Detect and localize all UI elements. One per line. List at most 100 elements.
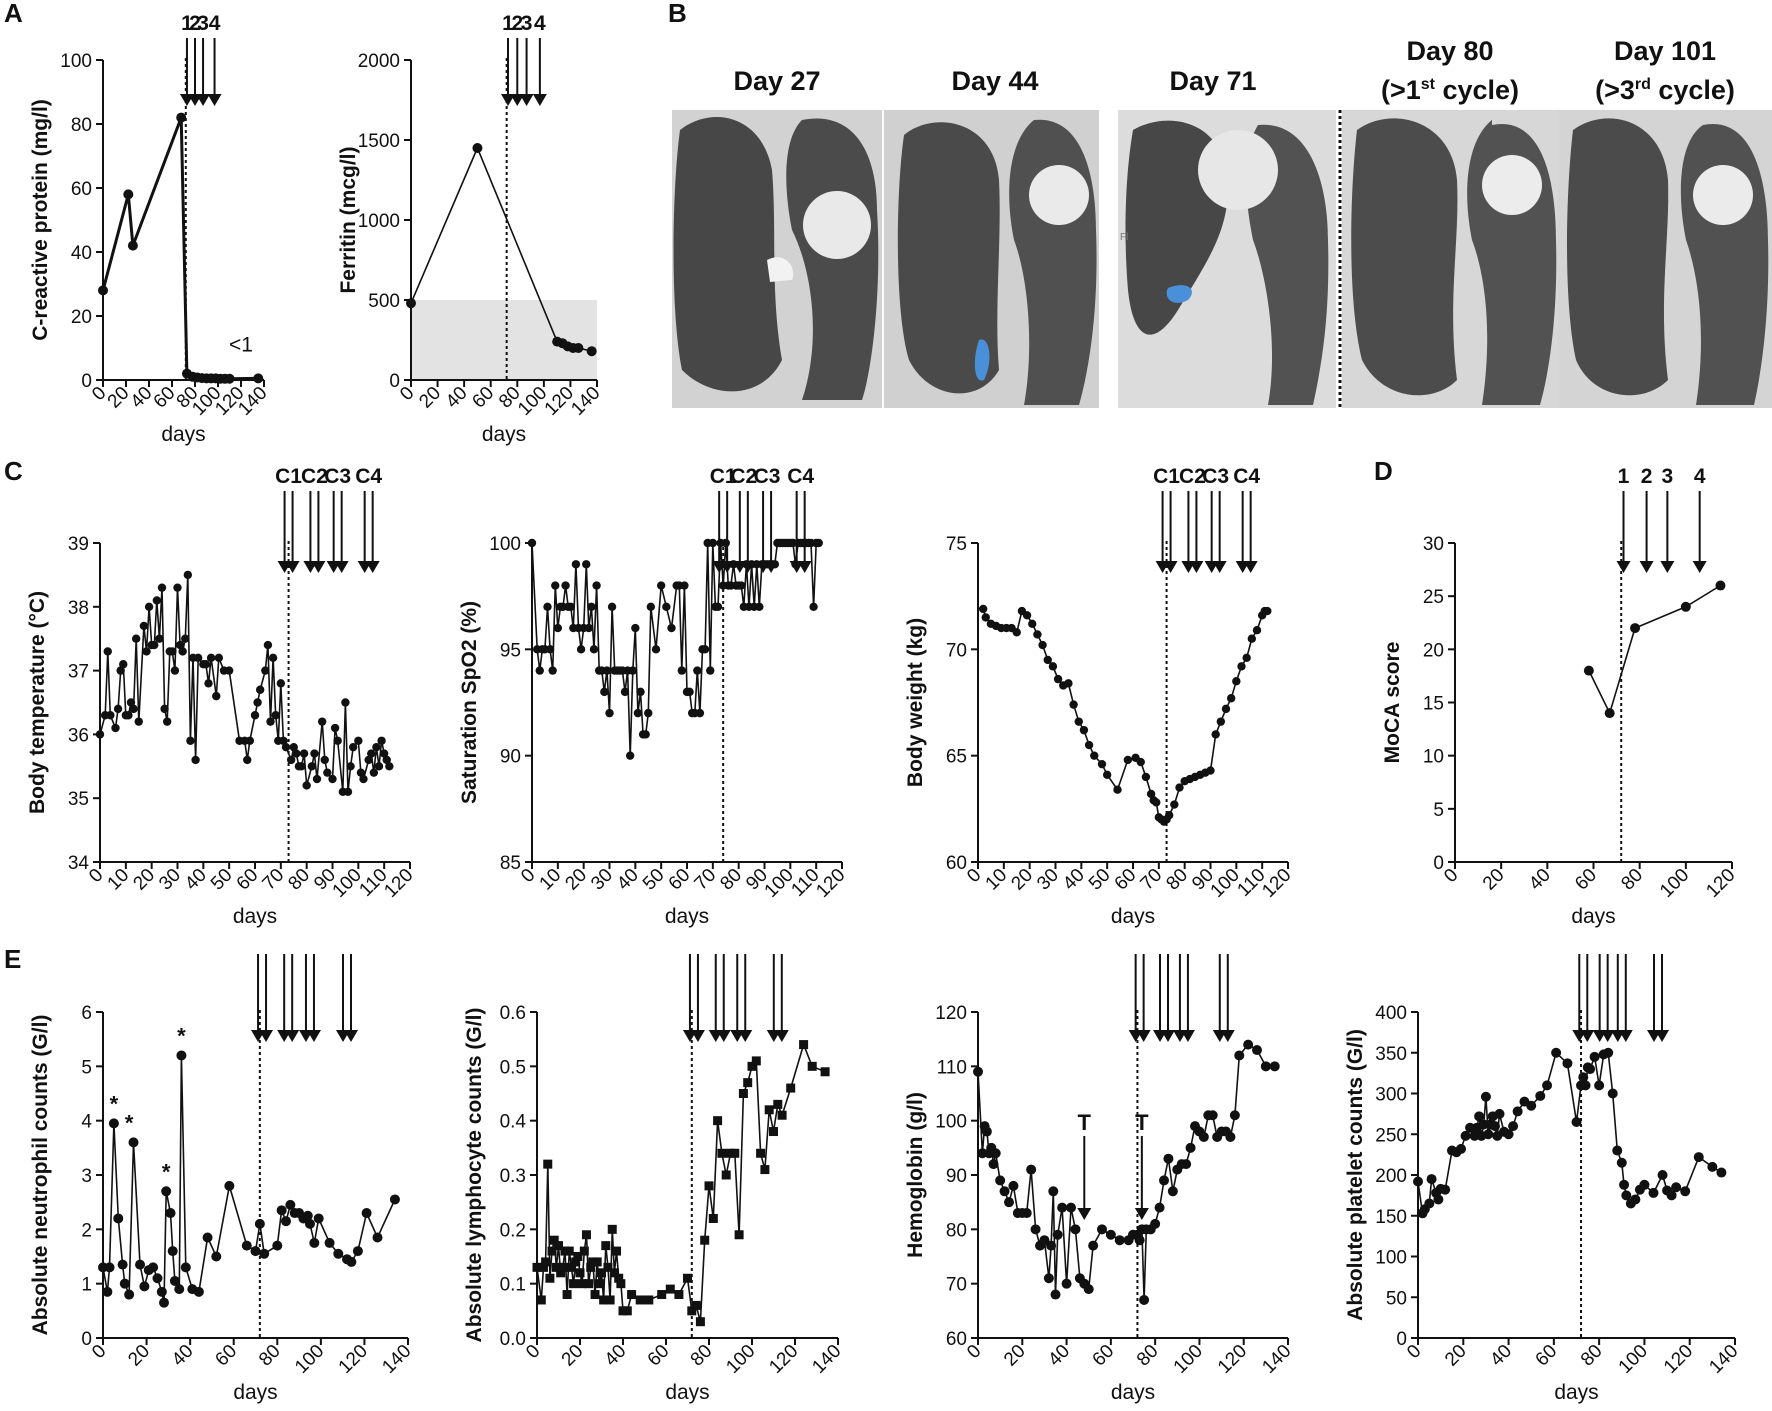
data-point (254, 1218, 265, 1229)
data-point (142, 647, 151, 656)
treatment-arrow-head (1163, 561, 1178, 573)
treatment-arrow-head (344, 1030, 358, 1042)
y-axis-label: Body temperature (°C) (26, 591, 49, 814)
data-point (564, 1246, 574, 1256)
data-point (587, 602, 596, 611)
x-tick-label: 0 (1403, 1341, 1425, 1363)
x-axis-label: days (482, 423, 526, 446)
treatment-arrow-head (690, 1030, 705, 1042)
data-point (644, 1295, 654, 1305)
data-point (1480, 1091, 1491, 1102)
data-point (1426, 1174, 1437, 1185)
data-point (1680, 601, 1691, 612)
data-point (131, 634, 141, 643)
data-point (1048, 1186, 1059, 1197)
data-point (333, 1248, 344, 1259)
x-tick-label: 20 (558, 1341, 588, 1371)
data-point (734, 1230, 744, 1240)
treatment-arrow-head (1618, 1030, 1633, 1042)
data-point (302, 1210, 313, 1221)
data-point (677, 666, 687, 675)
treatment-arrow-label: C1 (1153, 465, 1180, 488)
x-axis-label: days (161, 423, 205, 446)
data-point (169, 1275, 180, 1286)
treatment-arrow-head (738, 1030, 753, 1042)
data-point (708, 1213, 718, 1223)
data-point (1225, 1131, 1236, 1142)
data-point (535, 666, 544, 675)
x-tick-label: 40 (1525, 865, 1555, 895)
chart-moca: 0 5 10 15 20 25 30 0 20 40 60 80 100 120 days MoCA scor… (1381, 465, 1740, 928)
data-point (266, 717, 275, 726)
data-point (1562, 1058, 1573, 1069)
data-point (1105, 1229, 1116, 1240)
data-point (607, 602, 617, 611)
data-point (575, 1268, 585, 1278)
data-point (700, 1235, 710, 1245)
ct-blue-marker (974, 339, 990, 381)
data-point (1012, 628, 1021, 637)
treatment-arrow-head (259, 1030, 274, 1042)
treatment-arrow-head (532, 94, 547, 106)
data-point (250, 1246, 261, 1257)
data-point (981, 613, 990, 622)
data-point (592, 1257, 602, 1267)
treatment-arrow-head (1692, 561, 1707, 573)
treatment-arrow-head (334, 561, 349, 573)
data-point (343, 787, 353, 797)
data-point (1021, 1208, 1032, 1219)
data-point (281, 742, 291, 752)
x-tick-label: 60 (1532, 1341, 1562, 1371)
data-point (377, 736, 386, 745)
data-point (737, 581, 746, 590)
data-point (302, 781, 311, 790)
data-point (706, 666, 715, 675)
y-tick-label: 95 (500, 640, 521, 661)
y-tick-label: 0 (81, 371, 92, 392)
data-point (1139, 1294, 1150, 1305)
treatment-arrow-head (311, 561, 326, 573)
data-point (1413, 1176, 1423, 1187)
data-point (704, 1181, 714, 1191)
data-point (1580, 1080, 1591, 1091)
y-tick-label: 5 (1433, 800, 1444, 821)
data-point (1604, 708, 1615, 719)
data-point (352, 1246, 363, 1257)
data-point (978, 604, 988, 614)
ct-scan-day80 (1342, 110, 1560, 408)
data-point (241, 1240, 252, 1251)
data-point (382, 755, 391, 765)
data-point (119, 660, 128, 669)
data-point (1716, 1167, 1727, 1178)
data-point (281, 1216, 291, 1227)
data-point (1150, 1218, 1161, 1229)
data-point (566, 1262, 576, 1272)
x-tick-label: 60 (211, 1341, 241, 1371)
x-tick-label: 0 (963, 865, 985, 887)
data-point (1070, 1224, 1081, 1235)
data-point (1612, 1145, 1623, 1156)
data-point (730, 1148, 740, 1158)
data-point (536, 1295, 546, 1305)
data-point (573, 1252, 583, 1261)
ct-scan-day27 (672, 110, 882, 408)
ct-scan-day44 (884, 110, 1099, 408)
data-point (214, 653, 224, 663)
x-tick-label: 140 (1705, 1341, 1742, 1378)
x-tick-label: 20 (1479, 865, 1509, 895)
data-point (135, 1259, 146, 1270)
data-point (1619, 1179, 1630, 1190)
treatment-arrow-label: C4 (787, 465, 814, 488)
y-tick-label: 3 (81, 1166, 92, 1187)
data-point (1440, 1184, 1451, 1195)
y-tick-label: 0.6 (500, 1003, 526, 1024)
treatment-arrow-label: C3 (1202, 465, 1229, 488)
y-axis-label: Ferritin (mcg/l) (337, 146, 360, 293)
treatment-arrow-label: C1 (275, 465, 302, 488)
data-point (1526, 1100, 1537, 1111)
data-point (292, 749, 301, 758)
treatment-arrow-label: 2 (511, 12, 523, 35)
lung-slice-image: Fl (1118, 110, 1336, 408)
data-point (152, 596, 162, 605)
